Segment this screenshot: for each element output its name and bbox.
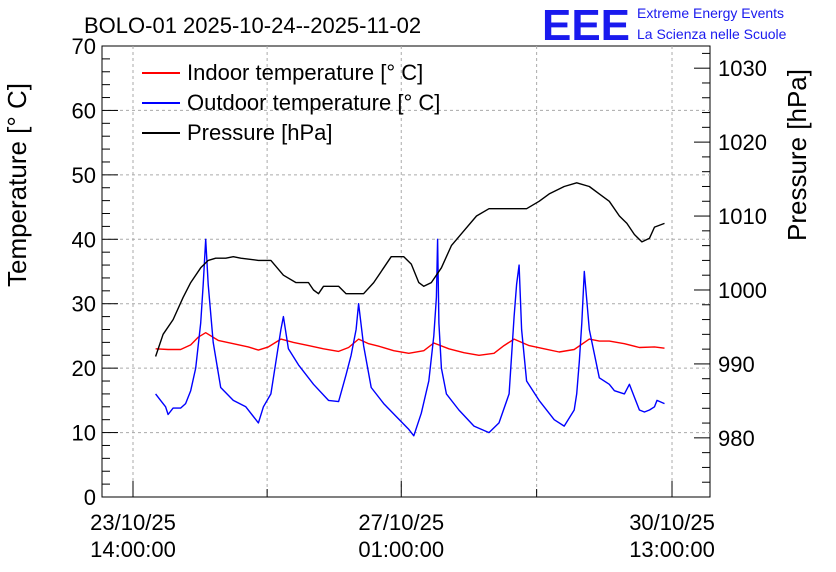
- y2-axis-label: Pressure [hPa]: [782, 69, 812, 241]
- y2-tick-label: 1010: [718, 204, 767, 229]
- x-tick-label-time: 13:00:00: [629, 537, 715, 562]
- series-line-outdoor: [155, 238, 665, 437]
- grid: [102, 46, 710, 497]
- y-tick-label: 10: [72, 421, 96, 446]
- chart-title: BOLO-01 2025-10-24--2025-11-02: [84, 13, 421, 38]
- y2-tick-label: 1000: [718, 278, 767, 303]
- axes: 010203040506070980990100010101020103023/…: [72, 34, 767, 562]
- y-tick-label: 30: [72, 292, 96, 317]
- y-tick-label: 20: [72, 356, 96, 381]
- legend-label-outdoor: Outdoor temperature [° C]: [187, 90, 440, 115]
- y-tick-label: 0: [84, 485, 96, 510]
- x-tick-label-time: 14:00:00: [90, 537, 176, 562]
- eee-logo-line1: Extreme Energy Events: [637, 5, 784, 21]
- series-line-indoor: [155, 332, 665, 356]
- plot-frame: [101, 45, 711, 498]
- eee-logo-line2: La Scienza nelle Scuole: [637, 26, 787, 42]
- series: [154, 182, 665, 437]
- eee-logo-mark: EEE: [542, 1, 630, 50]
- y2-tick-label: 980: [718, 426, 755, 451]
- y-tick-label: 50: [72, 163, 96, 188]
- y-tick-label: 70: [72, 34, 96, 59]
- legend: Indoor temperature [° C] Outdoor tempera…: [142, 60, 440, 145]
- x-tick-label-date: 23/10/25: [90, 510, 176, 535]
- x-tick-label-date: 30/10/25: [629, 510, 715, 535]
- legend-label-indoor: Indoor temperature [° C]: [187, 60, 423, 85]
- x-tick-label-time: 01:00:00: [358, 537, 444, 562]
- y2-tick-label: 990: [718, 352, 755, 377]
- y2-tick-label: 1030: [718, 56, 767, 81]
- series-line-pressure: [154, 182, 665, 357]
- x-tick-label-date: 27/10/25: [358, 510, 444, 535]
- y-axis-label: Temperature [° C]: [2, 83, 32, 287]
- y2-tick-label: 1020: [718, 130, 767, 155]
- y-tick-label: 40: [72, 227, 96, 252]
- y-tick-label: 60: [72, 98, 96, 123]
- eee-logo: EEE Extreme Energy Events La Scienza nel…: [542, 1, 787, 50]
- legend-label-pressure: Pressure [hPa]: [187, 120, 333, 145]
